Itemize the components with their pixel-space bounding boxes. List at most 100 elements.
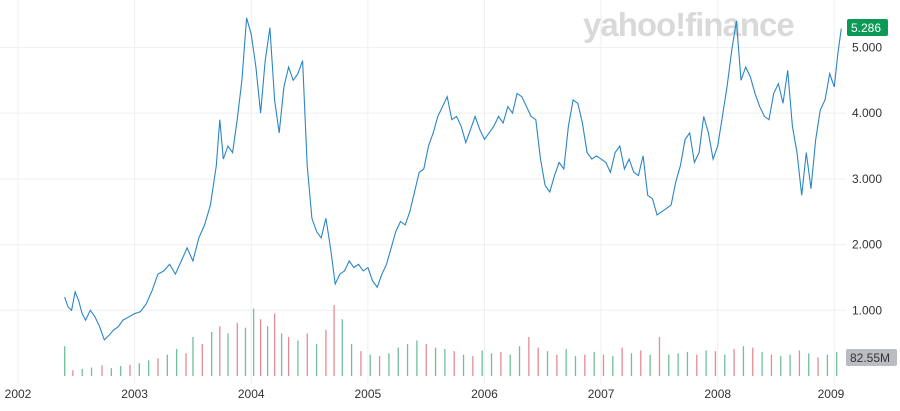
volume-bar (259, 319, 262, 376)
volume-bar (649, 354, 651, 376)
volume-bar (185, 353, 187, 376)
x-tick-label: 2006 (471, 387, 498, 401)
volume-bar (369, 354, 371, 376)
volume-bar (462, 354, 465, 376)
volume-bar (110, 368, 112, 376)
volume-bar (658, 336, 661, 376)
volume-bar (444, 349, 446, 376)
volume-bar (219, 326, 221, 376)
volume-bar (453, 351, 455, 376)
volume-bar (273, 313, 276, 376)
x-tick-label: 2008 (704, 387, 731, 401)
volume-bar (236, 322, 238, 376)
volume-bar (817, 357, 819, 376)
volume-bar (434, 347, 437, 376)
volume-bar (490, 353, 493, 376)
volume-bar (780, 356, 782, 376)
volume-bar (565, 349, 567, 376)
y-axis-ticks: 1.000 2.000 3.000 4.000 5.000 (852, 40, 882, 317)
volume-bar (297, 340, 299, 376)
volume-bar (668, 354, 670, 376)
volume-bar (584, 354, 586, 376)
volume-bar (350, 344, 353, 376)
volume-bar (252, 308, 255, 376)
x-tick-label: 2002 (5, 387, 32, 401)
volume-bar (166, 354, 168, 376)
volume-bars (64, 305, 838, 376)
volume-bar (101, 365, 103, 376)
volume-bar (148, 360, 150, 376)
volume-bar (612, 356, 614, 376)
volume-bar (244, 327, 247, 376)
volume-value: 82.55M (850, 351, 890, 365)
volume-bar (192, 336, 194, 376)
volume-bar (306, 333, 308, 376)
volume-bar (537, 347, 539, 376)
x-tick-label: 2007 (588, 387, 615, 401)
volume-bar (509, 354, 511, 376)
x-tick-label: 2004 (238, 387, 265, 401)
volume-bar (64, 346, 66, 376)
y-tick-label: 5.000 (852, 40, 882, 54)
volume-bar (789, 354, 791, 376)
price-line (64, 17, 842, 341)
last-price-badge: 5.286 (847, 19, 888, 36)
volume-bar (630, 353, 633, 376)
volume-bar (81, 368, 83, 376)
volume-bar (770, 354, 773, 376)
volume-bar (157, 358, 159, 376)
y-tick-label: 2.000 (852, 238, 882, 252)
volume-bar (528, 336, 530, 376)
volume-bar (138, 363, 140, 376)
volume-bar (640, 350, 642, 376)
volume-bar (761, 351, 763, 376)
volume-bar (210, 331, 213, 376)
volume-bar (201, 344, 203, 376)
volume-bar (472, 356, 474, 376)
y-tick-label: 4.000 (852, 106, 882, 120)
volume-bar (397, 347, 399, 376)
volume-bar (416, 340, 418, 376)
volume-bar (325, 329, 327, 376)
volume-bar (341, 319, 343, 376)
volume-bar (287, 336, 290, 376)
volume-bar (677, 353, 679, 376)
y-tick-label: 3.000 (852, 172, 882, 186)
volume-bar (333, 305, 335, 376)
volume-bar (574, 356, 577, 376)
y-tick-label: 1.000 (852, 303, 882, 317)
x-tick-label: 2003 (121, 387, 148, 401)
volume-bar (593, 351, 595, 376)
x-tick-label: 2005 (355, 387, 382, 401)
volume-bar (120, 366, 122, 376)
yahoo-finance-logo: yahoo!finance (583, 6, 794, 43)
volume-bar (90, 367, 93, 376)
volume-bar (556, 354, 558, 376)
volume-bar (752, 347, 754, 376)
volume-bar (621, 347, 623, 376)
volume-bar (280, 333, 283, 376)
volume-bar (836, 351, 838, 376)
x-tick-label: 2009 (818, 387, 845, 401)
volume-bar (705, 350, 707, 376)
volume-bar (714, 351, 717, 376)
volume-bar (808, 353, 810, 376)
volume-bar (129, 364, 131, 376)
volume-bar (425, 344, 427, 376)
volume-bar (733, 349, 735, 376)
volume-bar (500, 351, 502, 376)
volume-bar (227, 333, 229, 376)
volume-bar (360, 351, 362, 376)
volume-bar (826, 354, 829, 376)
volume-bar (315, 344, 318, 376)
volume-bar (406, 344, 409, 376)
volume-bar (388, 353, 390, 376)
volume-bar (378, 356, 381, 376)
volume-bar (602, 354, 605, 376)
volume-bar (72, 370, 74, 376)
volume-bar (696, 354, 698, 376)
volume-bar (481, 350, 483, 376)
volume-bar (742, 346, 745, 376)
volume-bar (724, 354, 726, 376)
